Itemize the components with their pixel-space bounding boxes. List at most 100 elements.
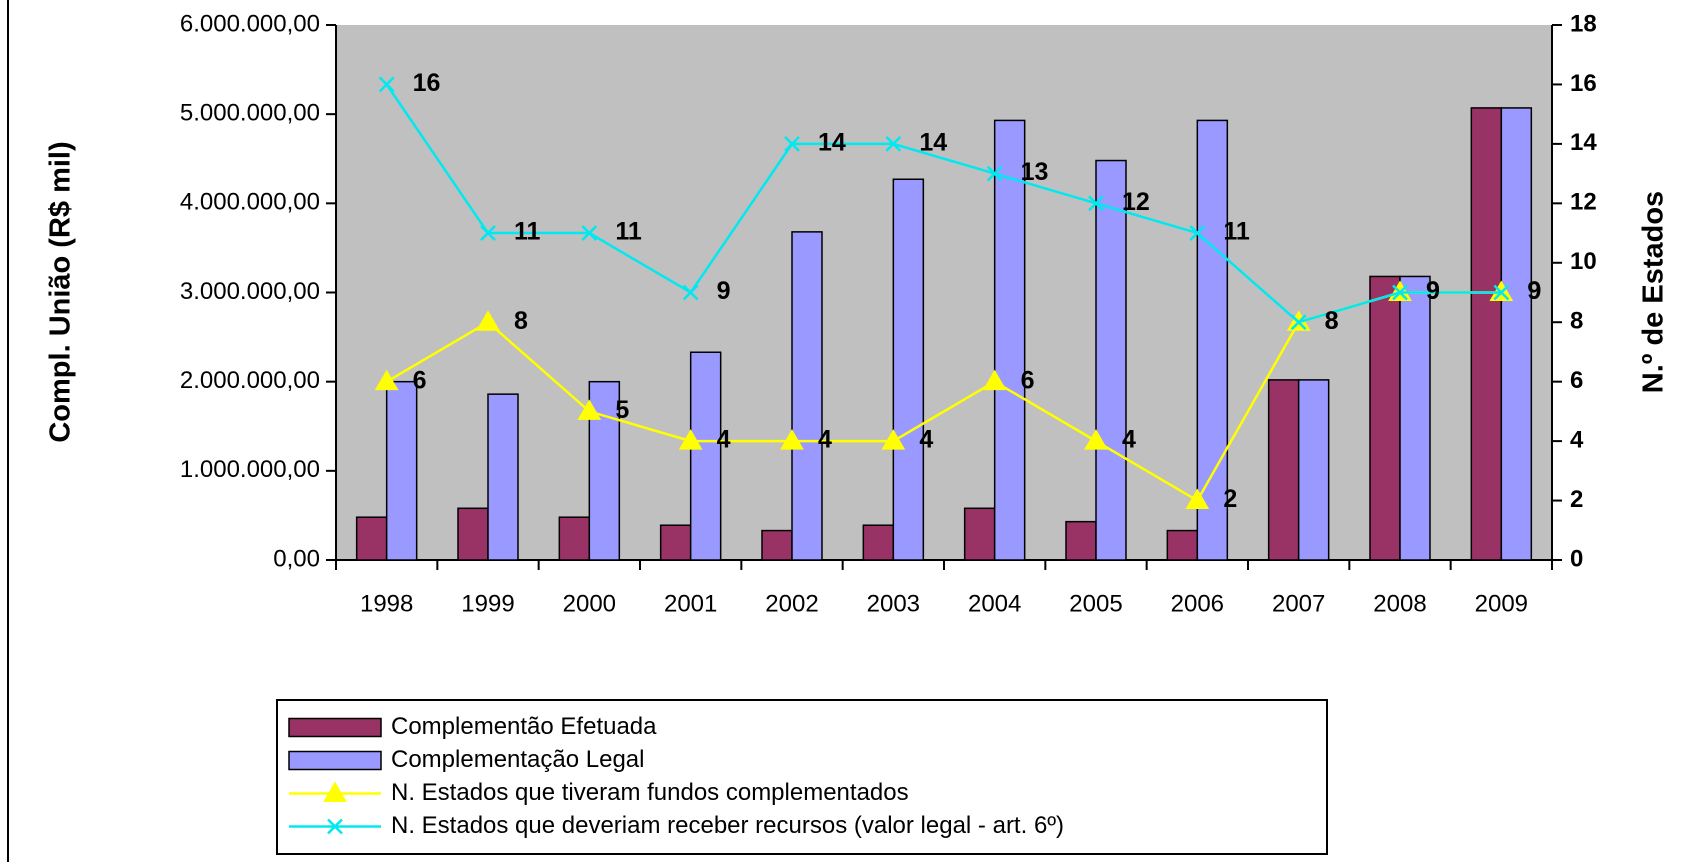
line-marker xyxy=(581,225,598,241)
bar xyxy=(1065,520,1097,561)
line-marker xyxy=(682,284,699,301)
data-label: 9 xyxy=(1527,277,1541,305)
data-label: 11 xyxy=(514,218,541,246)
line-marker xyxy=(885,136,902,152)
data-label: 4 xyxy=(919,426,933,454)
data-label: 14 xyxy=(818,128,846,156)
bar xyxy=(487,393,519,561)
legend-label: Complementão Efetuada xyxy=(391,713,657,740)
y2-tick-label: 4 xyxy=(1570,426,1584,453)
line-marker xyxy=(374,369,399,391)
bar xyxy=(993,119,1026,561)
legend-label: Complementação Legal xyxy=(391,746,645,773)
data-label: 6 xyxy=(413,366,427,394)
bar xyxy=(689,351,722,561)
y-axis-title: Compl. União (R$ mil) xyxy=(45,141,77,442)
data-label: 11 xyxy=(1223,218,1250,246)
x-tick-label: 1998 xyxy=(360,590,413,617)
bar xyxy=(963,507,996,561)
legend-label: N. Estados que deveriam receber recursos… xyxy=(391,812,1064,839)
line-marker xyxy=(1290,314,1307,331)
data-label: 4 xyxy=(717,426,731,454)
bar xyxy=(761,529,793,561)
line-marker xyxy=(378,76,395,93)
y2-tick-label: 6 xyxy=(1570,367,1583,394)
y-tick-label: 4.000.000,00 xyxy=(180,189,320,216)
y2-axis-title: N.º de Estados xyxy=(1638,191,1670,393)
bar xyxy=(1267,379,1300,561)
data-label: 9 xyxy=(1527,277,1541,305)
bar xyxy=(457,507,489,561)
data-label: 13 xyxy=(1021,158,1049,186)
legend-marker xyxy=(323,781,347,802)
y2-tick-label: 2 xyxy=(1570,486,1583,513)
legend-marker xyxy=(327,818,343,835)
line-series xyxy=(385,83,1502,324)
line-marker xyxy=(1392,284,1408,301)
bar xyxy=(1470,107,1503,561)
bar xyxy=(1297,379,1330,561)
line-marker xyxy=(1185,488,1210,510)
line-marker xyxy=(784,136,800,152)
line-marker xyxy=(780,429,804,450)
data-label: 4 xyxy=(818,426,832,454)
x-tick-label: 2005 xyxy=(1069,590,1122,617)
y2-tick-label: 12 xyxy=(1570,189,1597,216)
line-marker xyxy=(577,399,602,420)
bar xyxy=(1369,275,1401,561)
y2-tick-label: 18 xyxy=(1570,10,1597,37)
y2-tick-label: 16 xyxy=(1570,70,1597,97)
legend-swatch xyxy=(288,750,382,771)
y-tick-label: 0,00 xyxy=(273,545,320,572)
line-marker xyxy=(881,429,906,450)
y2-tick-label: 14 xyxy=(1570,129,1597,156)
line-marker xyxy=(1088,195,1104,212)
y-tick-label: 5.000.000,00 xyxy=(180,100,320,127)
bar xyxy=(1500,107,1533,561)
bar xyxy=(1166,529,1199,561)
legend-label: N. Estados que tiveram fundos complement… xyxy=(391,779,909,806)
line-marker xyxy=(480,225,496,241)
x-tick-label: 2003 xyxy=(867,590,920,617)
x-tick-label: 2008 xyxy=(1373,590,1426,617)
data-label: 6 xyxy=(1021,366,1035,394)
x-tick-label: 2009 xyxy=(1475,590,1528,617)
y2-tick-label: 0 xyxy=(1570,545,1583,572)
data-label: 5 xyxy=(615,396,629,424)
bar xyxy=(892,178,925,561)
bar xyxy=(355,516,388,561)
y2-tick-label: 10 xyxy=(1570,248,1597,275)
x-tick-label: 1999 xyxy=(461,590,514,617)
bar xyxy=(659,524,692,561)
y-tick-label: 1.000.000,00 xyxy=(180,456,320,483)
line-marker xyxy=(1189,225,1206,241)
x-tick-label: 2001 xyxy=(664,590,717,617)
x-tick-label: 2007 xyxy=(1272,590,1325,617)
legend xyxy=(276,699,1328,855)
plot-area xyxy=(336,25,1552,560)
y2-tick-label: 8 xyxy=(1570,308,1583,335)
y-tick-label: 2.000.000,00 xyxy=(180,367,320,394)
data-label: 14 xyxy=(919,128,947,156)
y-tick-label: 6.000.000,00 xyxy=(180,10,320,37)
data-label: 4 xyxy=(1122,426,1136,454)
line-marker xyxy=(982,369,1007,391)
x-tick-label: 2002 xyxy=(765,590,818,617)
data-label: 9 xyxy=(1426,277,1440,305)
x-tick-label: 2006 xyxy=(1171,590,1224,617)
x-tick-label: 2000 xyxy=(563,590,616,617)
line-marker xyxy=(678,429,703,450)
x-tick-label: 2004 xyxy=(968,590,1021,617)
data-label: 16 xyxy=(413,69,441,97)
y-tick-label: 3.000.000,00 xyxy=(180,278,320,305)
data-label: 9 xyxy=(717,277,731,305)
data-label: 8 xyxy=(1325,307,1339,335)
legend-swatch xyxy=(288,717,382,738)
data-label: 11 xyxy=(615,218,642,246)
bar xyxy=(862,524,895,561)
bar xyxy=(558,516,591,561)
data-label: 12 xyxy=(1122,188,1150,216)
data-label: 8 xyxy=(514,307,528,335)
bar xyxy=(791,231,823,561)
